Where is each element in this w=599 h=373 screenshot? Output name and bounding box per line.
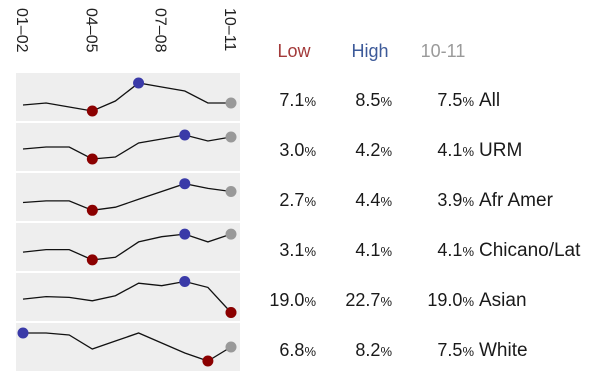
- x-tick-label: 01–02: [13, 8, 30, 53]
- last-value: 4.1%: [437, 140, 474, 160]
- high-point: [179, 129, 191, 141]
- series-label: All: [479, 90, 500, 111]
- last-value: 19.0%: [427, 290, 474, 310]
- low-point: [86, 153, 98, 165]
- high-value: 4.4%: [355, 190, 392, 210]
- series-row: 6.8% 8.2% 7.5% White: [16, 323, 528, 371]
- low-value: 6.8%: [279, 340, 316, 360]
- low-point: [202, 355, 214, 367]
- series-line: [23, 332, 232, 362]
- last-point: [225, 186, 237, 198]
- series-label: White: [479, 340, 528, 361]
- series-row: 19.0% 22.7% 19.0% Asian: [16, 273, 527, 321]
- high-value: 8.2%: [355, 340, 392, 360]
- low-value: 2.7%: [279, 190, 316, 210]
- last-point: [225, 228, 237, 240]
- last-value: 3.9%: [437, 190, 474, 210]
- last-value: 4.1%: [437, 240, 474, 260]
- low-point: [86, 254, 98, 266]
- last-point: [225, 97, 237, 109]
- last-point: [225, 131, 237, 143]
- high-point: [179, 178, 191, 190]
- sparkline-panel: [16, 323, 240, 371]
- series-line: [22, 233, 232, 261]
- low-point: [86, 105, 98, 117]
- sparkline-panel: [16, 73, 240, 121]
- series-row: 3.0% 4.2% 4.1% URM: [16, 123, 522, 171]
- x-axis-ticks: 01–02 04–05 07–08 10–11: [13, 8, 238, 53]
- high-value: 4.1%: [355, 240, 392, 260]
- series-label: Chicano/Lat: [479, 240, 581, 261]
- last-point: [225, 341, 237, 353]
- low-point: [225, 306, 237, 318]
- high-point: [179, 276, 191, 288]
- series-row: 3.1% 4.1% 4.1% Chicano/Lat: [16, 223, 581, 271]
- column-headers: Low High 10-11: [277, 41, 465, 61]
- series-row: 2.7% 4.4% 3.9% Afr Amer: [16, 173, 554, 221]
- last-value: 7.5%: [437, 340, 474, 360]
- series-label: Asian: [479, 290, 527, 311]
- low-value: 7.1%: [279, 90, 316, 110]
- high-point: [17, 327, 29, 339]
- x-tick-label: 07–08: [152, 8, 169, 53]
- sparkline-panel: [16, 223, 240, 271]
- high-value: 8.5%: [355, 90, 392, 110]
- header-high: High: [351, 41, 388, 61]
- series-line: [22, 280, 232, 313]
- high-point: [179, 228, 191, 240]
- series-line: [22, 134, 232, 160]
- series-row: 7.1% 8.5% 7.5% All: [16, 73, 500, 121]
- last-value: 7.5%: [437, 90, 474, 110]
- sparkline-panel: [16, 173, 240, 221]
- low-value: 3.1%: [279, 240, 316, 260]
- series-label: URM: [479, 140, 522, 161]
- low-value: 19.0%: [269, 290, 316, 310]
- high-value: 22.7%: [345, 290, 392, 310]
- series-label: Afr Amer: [479, 190, 554, 211]
- x-tick-label: 04–05: [82, 8, 99, 53]
- header-low: Low: [277, 41, 311, 61]
- x-tick-label: 10–11: [221, 8, 238, 51]
- series-line: [22, 82, 231, 112]
- series-line: [22, 183, 232, 211]
- high-value: 4.2%: [355, 140, 392, 160]
- high-point: [133, 77, 145, 89]
- low-value: 3.0%: [279, 140, 316, 160]
- low-point: [86, 204, 98, 216]
- header-last: 10-11: [421, 41, 466, 61]
